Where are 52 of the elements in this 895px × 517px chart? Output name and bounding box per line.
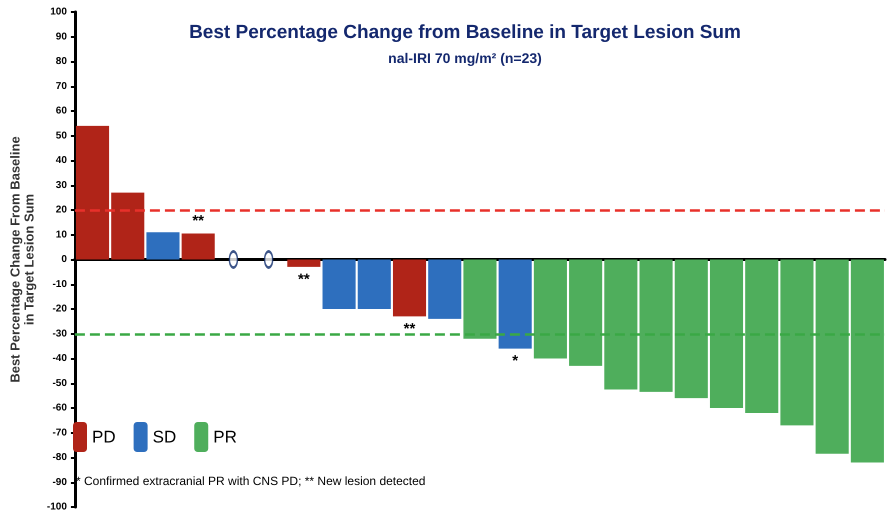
text: Best Percentage Change from Baseline in Target Lesion Sum <box>189 22 741 43</box>
bar <box>745 260 778 413</box>
y-tick-label: -100 <box>46 502 68 512</box>
data-label: ** <box>298 270 310 288</box>
bar <box>287 260 320 267</box>
y-tick-label: 100 <box>50 6 68 18</box>
y-tick-label: 0 <box>61 254 68 265</box>
bar <box>111 192 144 260</box>
legend-label: PD <box>92 428 116 446</box>
y-tick-label: 20 <box>56 204 68 216</box>
y-tick-label: -60 <box>52 402 68 414</box>
bar <box>498 260 532 349</box>
y-tick-label: -10 <box>52 278 68 290</box>
y-tick-label: -20 <box>52 304 68 314</box>
legend-label: SD <box>152 428 176 446</box>
data-label: ** <box>192 212 204 230</box>
y-tick-label: 40 <box>56 155 68 166</box>
bar <box>569 260 602 366</box>
bar <box>850 260 884 462</box>
y-tick-label: 60 <box>56 106 68 116</box>
bar <box>322 260 356 309</box>
y-tick-label: 80 <box>56 56 68 67</box>
bar <box>358 260 391 309</box>
y-tick-label: -90 <box>52 476 68 488</box>
y-tick-label: -70 <box>52 427 68 438</box>
y-tick-label: 70 <box>56 80 68 92</box>
bar <box>534 260 567 358</box>
y-tick-label: -50 <box>52 378 68 389</box>
data-label: ** <box>404 320 416 338</box>
bar <box>463 260 497 339</box>
y-tick-label: 50 <box>56 130 68 142</box>
bar <box>76 126 110 260</box>
y-tick-label: 90 <box>56 31 68 42</box>
bar <box>604 260 638 390</box>
bar <box>146 232 180 260</box>
bar <box>182 234 215 260</box>
bar <box>816 260 849 454</box>
bar <box>780 260 814 426</box>
y-tick-label: 10 <box>56 229 68 240</box>
y-tick-label: 30 <box>56 180 68 191</box>
y-tick-label: -40 <box>52 353 68 364</box>
bar <box>392 260 426 316</box>
y-tick-label: -80 <box>52 452 68 463</box>
bar <box>710 260 744 408</box>
bar <box>640 260 673 392</box>
y-tick-label: -30 <box>52 328 68 340</box>
bar <box>674 260 708 398</box>
text: nal-IRI 70 mg/m² (n=23) <box>388 50 542 66</box>
y-axis-title: Best Percentage Change From Baseline in Target Lesion Sum <box>8 136 36 383</box>
bar <box>428 260 462 319</box>
data-label: * <box>512 352 518 370</box>
legend-label: PR <box>213 428 237 446</box>
